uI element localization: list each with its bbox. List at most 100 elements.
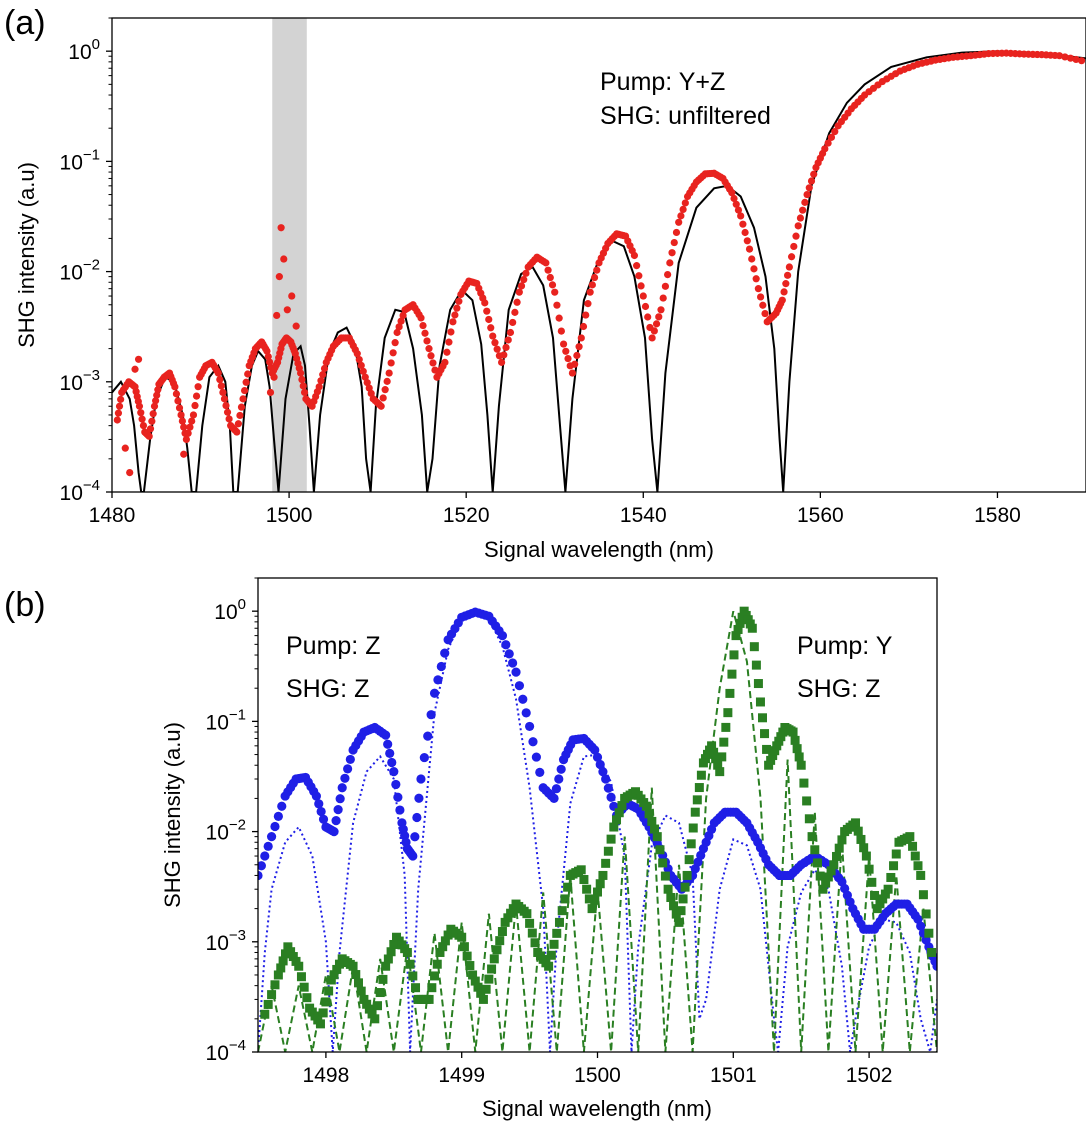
data-point — [807, 177, 816, 185]
data-point — [648, 334, 656, 342]
data-point — [337, 783, 347, 793]
data-point — [554, 774, 564, 784]
data-point — [326, 975, 336, 985]
data-point — [408, 851, 418, 861]
data-point — [794, 752, 804, 762]
data-point — [263, 347, 271, 355]
data-point — [357, 361, 365, 370]
data-point — [675, 218, 683, 226]
data-point — [318, 814, 329, 824]
data-point — [300, 388, 309, 397]
data-point — [807, 832, 817, 842]
data-point — [790, 242, 798, 251]
data-point — [355, 355, 363, 364]
data-point — [584, 894, 594, 904]
data-point — [535, 767, 545, 778]
data-point — [217, 382, 225, 390]
data-point — [564, 354, 572, 363]
axes-frame-a — [111, 17, 1086, 493]
data-point — [603, 846, 613, 856]
data-point — [275, 273, 283, 281]
data-point — [711, 754, 721, 764]
data-point — [823, 872, 833, 882]
data-point — [1066, 54, 1075, 62]
data-point — [563, 882, 573, 892]
data-point — [633, 262, 641, 270]
plot-area-a — [112, 49, 1086, 492]
data-point — [258, 870, 263, 881]
data-point — [476, 988, 486, 998]
data-point — [770, 746, 780, 756]
data-point — [484, 974, 494, 984]
data-point — [787, 253, 796, 261]
data-point — [762, 744, 772, 754]
data-point — [635, 272, 643, 280]
data-point — [188, 417, 196, 425]
data-point — [741, 228, 749, 237]
data-point — [588, 281, 596, 289]
plot-area-b — [258, 606, 937, 1052]
data-point — [579, 875, 589, 885]
data-point — [760, 729, 770, 739]
data-point — [189, 411, 198, 419]
data-point — [258, 861, 266, 871]
data-point — [754, 285, 762, 293]
data-point — [462, 951, 472, 961]
data-point — [864, 864, 874, 874]
data-point — [296, 972, 306, 982]
data-point — [784, 271, 792, 279]
data-point — [441, 358, 449, 366]
data-point — [772, 741, 782, 751]
x-tick-label: 1520 — [443, 504, 490, 527]
data-point — [498, 358, 506, 366]
annotation-left-line-2: SHG: Z — [286, 675, 369, 703]
data-point — [283, 306, 291, 314]
data-point — [851, 818, 861, 828]
data-point — [728, 189, 736, 197]
data-point — [266, 388, 275, 397]
data-point — [186, 423, 194, 431]
data-point — [759, 301, 767, 309]
data-point — [551, 288, 559, 296]
y-tick-label: 10−3 — [60, 367, 100, 395]
data-point — [723, 708, 733, 718]
data-point — [504, 336, 512, 344]
x-tick-label: 1502 — [846, 1064, 893, 1087]
data-point — [117, 395, 125, 403]
data-point — [345, 754, 355, 765]
data-point — [182, 435, 190, 444]
data-point — [278, 956, 288, 966]
data-point — [427, 983, 437, 993]
data-point — [487, 324, 495, 332]
data-point — [553, 301, 561, 309]
data-point — [361, 373, 369, 381]
data-point — [792, 232, 800, 240]
data-point — [353, 978, 363, 988]
data-point — [664, 270, 672, 279]
data-point — [267, 990, 277, 1000]
data-point — [686, 839, 696, 849]
data-point — [489, 332, 497, 340]
data-point — [393, 328, 401, 337]
data-point — [778, 296, 786, 304]
data-point — [172, 390, 181, 398]
data-point — [174, 397, 182, 405]
data-point — [657, 306, 665, 314]
data-point — [115, 402, 124, 410]
data-point — [381, 961, 391, 971]
data-point — [515, 288, 523, 296]
data-point — [432, 959, 442, 969]
data-point — [867, 877, 877, 887]
series-line-simulated-pump-z — [258, 610, 937, 1052]
data-point — [335, 794, 345, 804]
data-point — [340, 773, 350, 783]
annotation-left-line-1: Pump: Z — [286, 632, 380, 660]
data-point — [383, 739, 393, 749]
data-point — [436, 661, 446, 672]
data-point — [756, 293, 765, 301]
data-point — [113, 416, 121, 424]
data-point — [921, 909, 931, 919]
data-point — [755, 697, 765, 707]
data-point — [768, 751, 778, 761]
